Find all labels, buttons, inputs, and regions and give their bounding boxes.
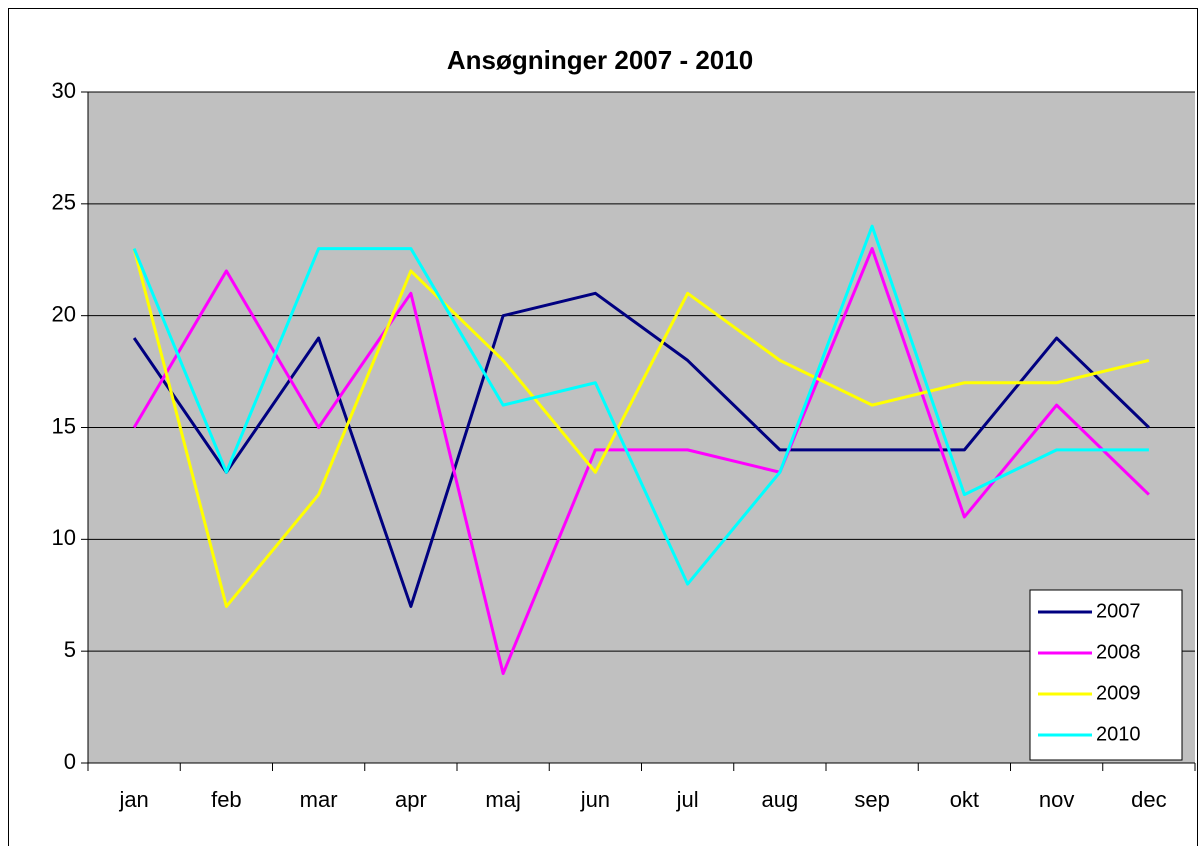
y-tick-label: 0 [64, 749, 76, 774]
y-tick-label: 10 [52, 525, 76, 550]
series-line [132, 224, 1149, 586]
y-tick-label: 25 [52, 190, 76, 215]
series-line [132, 247, 1150, 676]
y-tick-label: 20 [52, 301, 76, 326]
legend-label: 2008 [1096, 641, 1141, 663]
legend-label: 2007 [1096, 600, 1141, 622]
series-line [132, 248, 1150, 608]
x-tick-label: maj [485, 787, 520, 812]
x-tick-label: feb [211, 787, 242, 812]
legend-label: 2010 [1096, 723, 1141, 745]
y-tick-label: 30 [52, 78, 76, 103]
x-tick-label: dec [1131, 787, 1166, 812]
x-tick-label: jul [676, 787, 699, 812]
x-tick-label: apr [395, 787, 427, 812]
series-line [132, 291, 1150, 608]
x-tick-label: sep [854, 787, 889, 812]
x-tick-label: mar [300, 787, 338, 812]
y-tick-label: 15 [52, 413, 76, 438]
legend-label: 2009 [1096, 682, 1141, 704]
x-tick-label: aug [762, 787, 799, 812]
x-tick-label: nov [1039, 787, 1074, 812]
x-tick-label: okt [950, 787, 979, 812]
chart-title: Ansøgninger 2007 - 2010 [447, 45, 753, 75]
y-tick-label: 5 [64, 637, 76, 662]
x-tick-label: jun [580, 787, 610, 812]
legend-box [1029, 589, 1183, 761]
x-tick-label: jan [118, 787, 148, 812]
